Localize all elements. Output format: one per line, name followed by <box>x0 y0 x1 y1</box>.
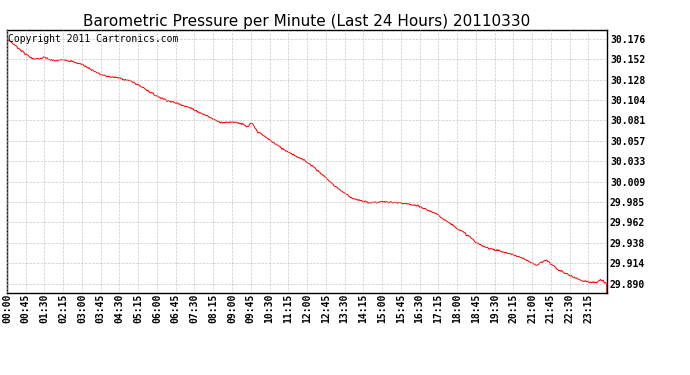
Title: Barometric Pressure per Minute (Last 24 Hours) 20110330: Barometric Pressure per Minute (Last 24 … <box>83 14 531 29</box>
Text: Copyright 2011 Cartronics.com: Copyright 2011 Cartronics.com <box>8 34 179 44</box>
